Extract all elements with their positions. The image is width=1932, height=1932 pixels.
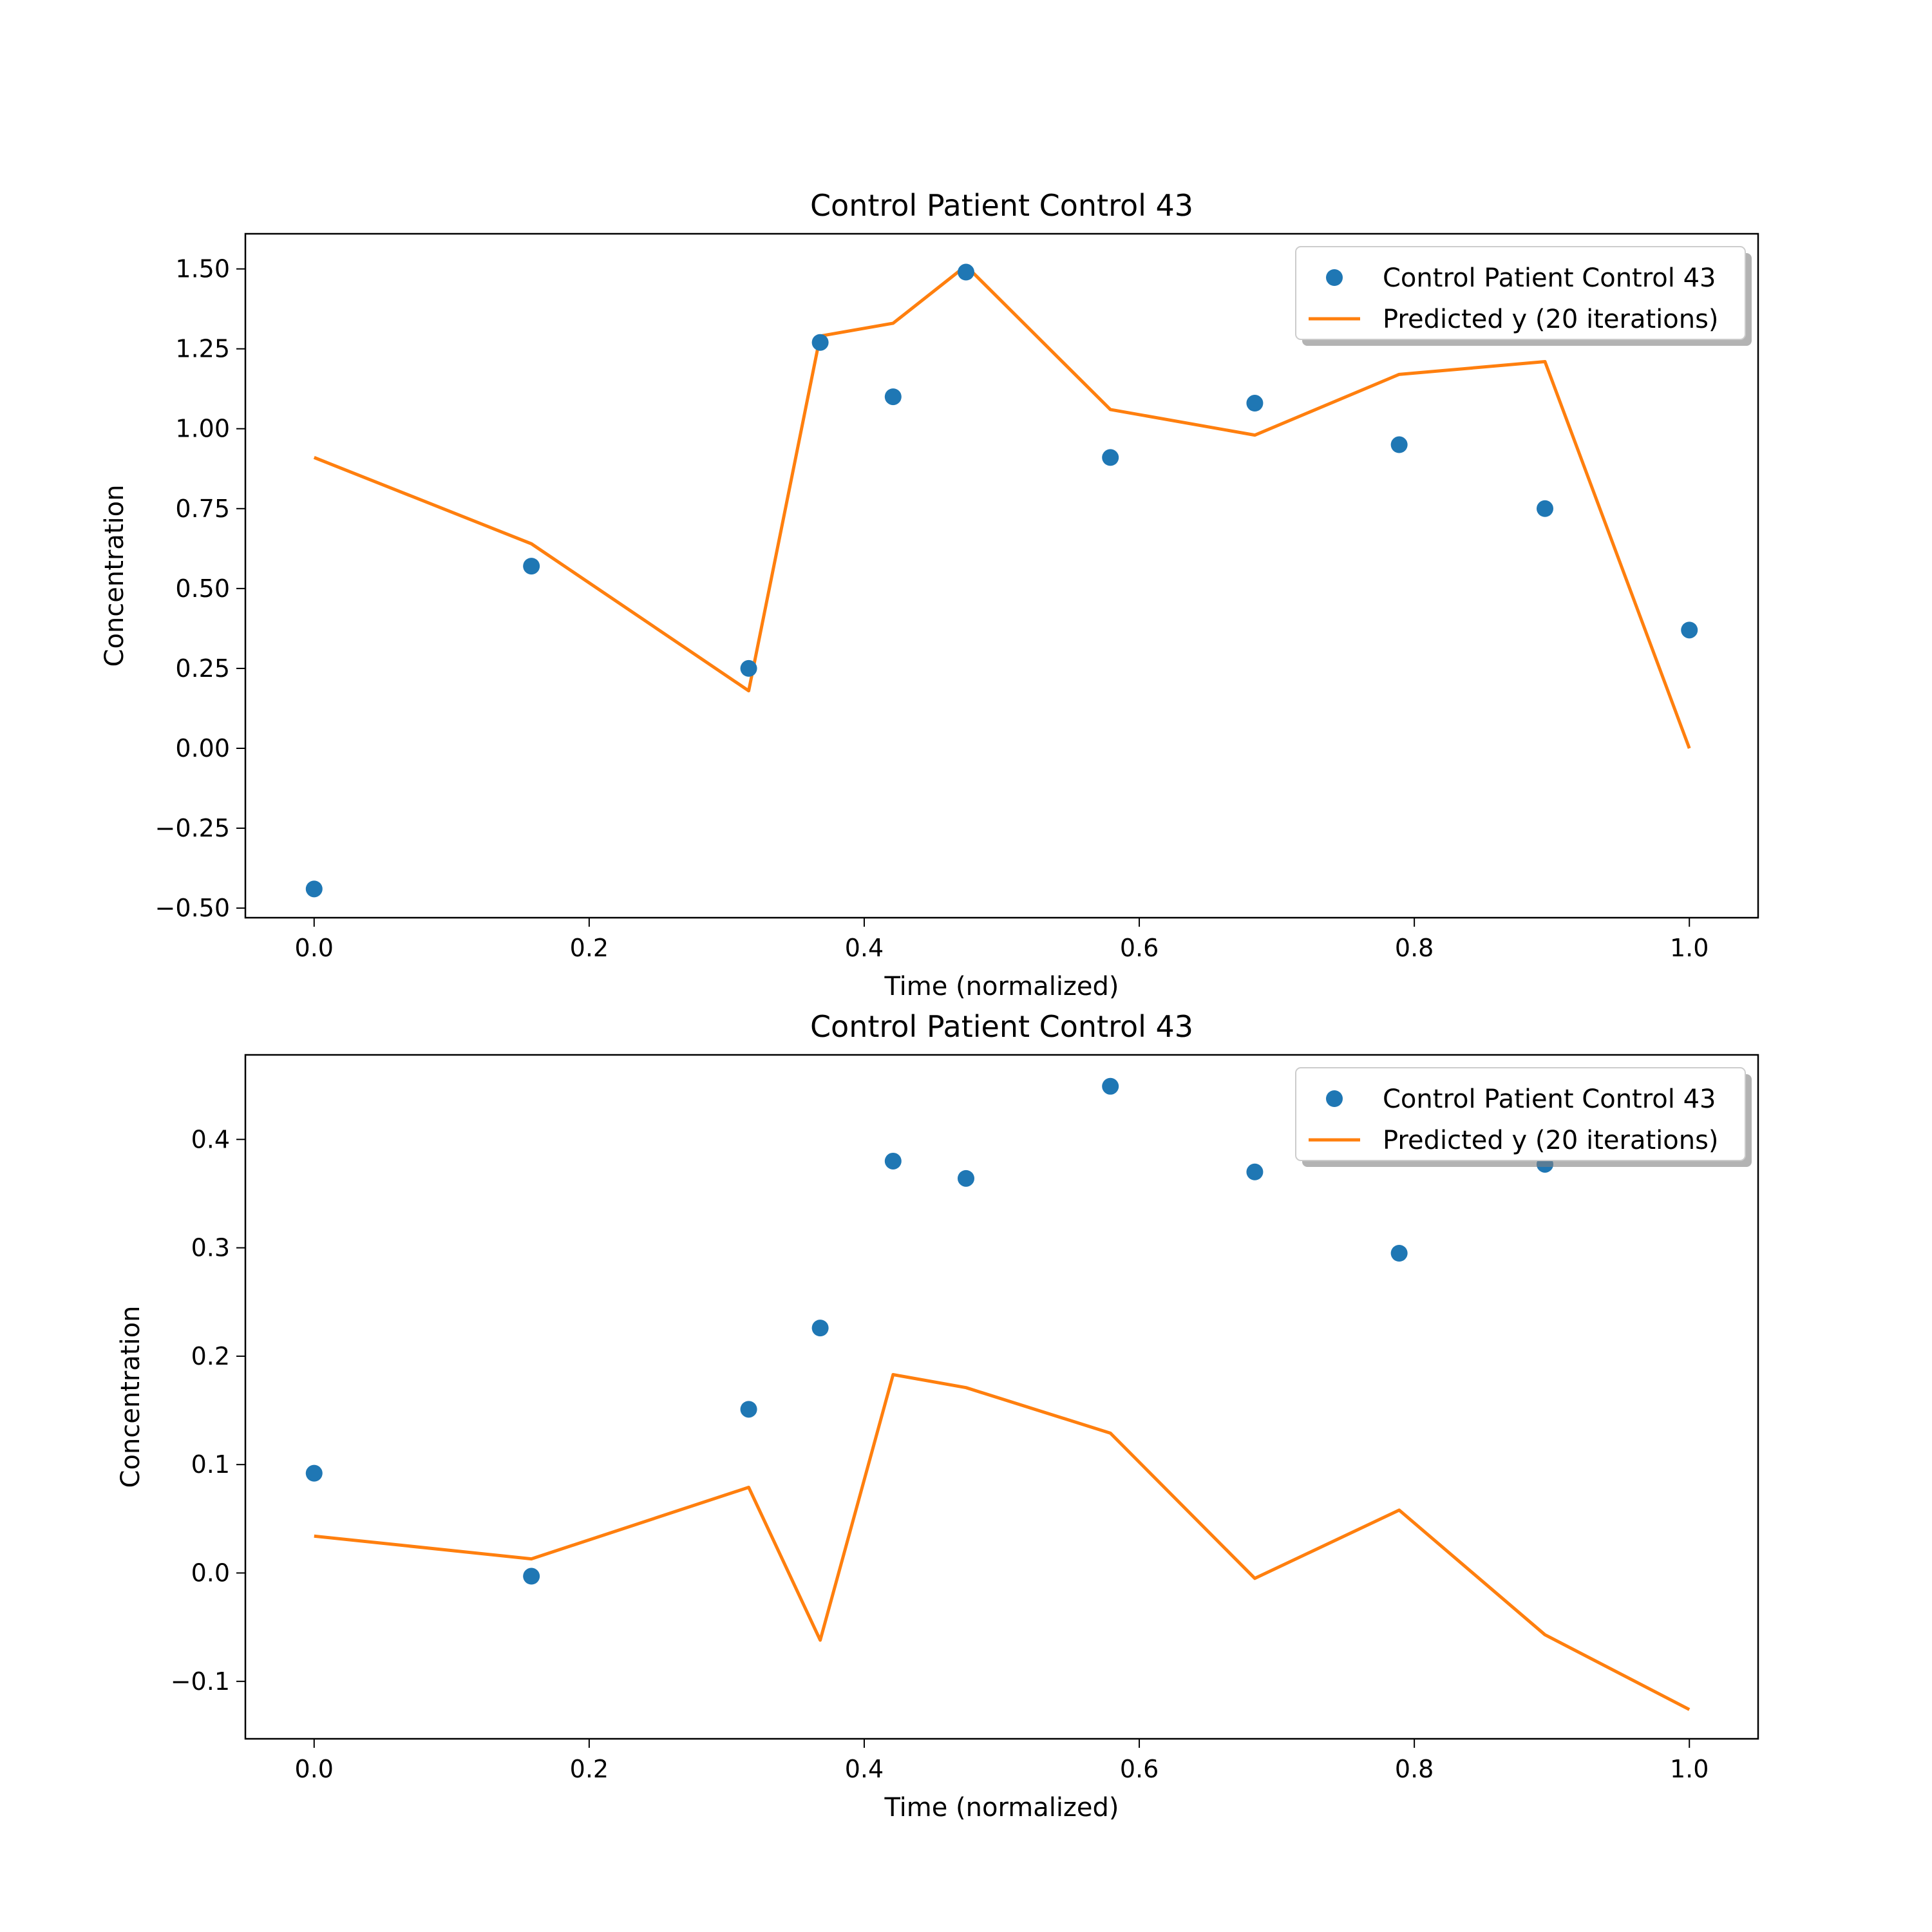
legend-label-observed: Control Patient Control 43	[1383, 263, 1716, 293]
data-point	[740, 1401, 757, 1418]
chart-panel-1: Control Patient Control 43 0.0 0.2 0.4 0.6 0.…	[100, 188, 1759, 1001]
legend-marker-scatter	[1326, 1090, 1343, 1107]
data-point	[740, 659, 757, 677]
y-tick-label: 0.50	[175, 574, 230, 603]
legend-label-predicted: Predicted y (20 iterations)	[1383, 305, 1719, 334]
x-tick-label: 0.4	[845, 1755, 884, 1783]
data-point	[305, 1464, 323, 1482]
y-tick-label: 0.75	[175, 495, 230, 523]
x-axis-label: Time (normalized)	[884, 1793, 1119, 1823]
data-point	[1390, 1244, 1408, 1262]
data-point	[1102, 449, 1119, 466]
x-tick-label: 1.0	[1670, 934, 1709, 962]
axes-frame	[244, 232, 1759, 919]
data-point	[884, 1152, 902, 1170]
data-point	[884, 388, 902, 406]
y-tick-label: 1.25	[175, 335, 230, 363]
axes-frame	[244, 1054, 1759, 1740]
y-tick-label: 0.00	[175, 734, 230, 762]
legend-marker-scatter	[1326, 269, 1343, 286]
x-tick-label: 0.0	[295, 934, 334, 962]
x-tick-label: 0.2	[570, 934, 609, 962]
y-tick-label: −0.25	[155, 814, 230, 842]
y-tick-label: 1.50	[175, 255, 230, 283]
chart-title: Control Patient Control 43	[810, 188, 1193, 223]
legend-label-predicted: Predicted y (20 iterations)	[1383, 1126, 1719, 1155]
x-tick-label: 0.8	[1395, 934, 1434, 962]
data-point	[1246, 1163, 1264, 1180]
legend-label-observed: Control Patient Control 43	[1383, 1084, 1716, 1114]
legend-box	[1295, 246, 1746, 340]
data-point	[1246, 395, 1264, 412]
data-point	[305, 880, 323, 898]
data-point	[957, 263, 974, 281]
x-tick-label: 0.6	[1120, 934, 1159, 962]
y-tick-label: 0.4	[191, 1125, 230, 1153]
y-tick-label: 0.1	[191, 1450, 230, 1479]
predicted-line	[314, 1372, 1690, 1711]
data-point	[523, 1567, 540, 1585]
x-tick-label: 0.6	[1120, 1755, 1159, 1783]
y-axis-label: Concentration	[100, 485, 129, 667]
y-tick-label: −0.1	[171, 1667, 230, 1696]
data-point	[523, 558, 540, 575]
y-tick-label: 1.00	[175, 415, 230, 443]
x-tick-label: 0.4	[845, 934, 884, 962]
data-point	[957, 1170, 974, 1187]
legend-box	[1295, 1067, 1746, 1161]
x-tick-label: 0.2	[570, 1755, 609, 1783]
y-tick-label: 0.25	[175, 654, 230, 683]
y-tick-label: 0.0	[191, 1558, 230, 1587]
data-point	[811, 334, 829, 351]
legend: Control Patient Control 43 Predicted y (2…	[1295, 246, 1752, 346]
x-tick-label: 0.8	[1395, 1755, 1434, 1783]
y-tick-label: 0.3	[191, 1234, 230, 1262]
chart-title: Control Patient Control 43	[810, 1009, 1193, 1044]
plot-area	[305, 263, 1698, 898]
data-point	[1537, 500, 1554, 517]
data-point	[1390, 436, 1408, 453]
x-axis-label: Time (normalized)	[884, 972, 1119, 1001]
legend: Control Patient Control 43 Predicted y (2…	[1295, 1067, 1752, 1167]
y-tick-label: −0.50	[155, 894, 230, 922]
x-tick-label: 1.0	[1670, 1755, 1709, 1783]
x-tick-label: 0.0	[295, 1755, 334, 1783]
y-axis-label: Concentration	[116, 1306, 146, 1488]
data-point	[1681, 621, 1698, 639]
data-point	[1102, 1077, 1119, 1095]
chart-panel-2: Control Patient Control 43 0.0 0.2 0.4 0.6 0.…	[116, 1009, 1759, 1823]
y-tick-label: 0.2	[191, 1342, 230, 1370]
data-point	[811, 1320, 829, 1337]
